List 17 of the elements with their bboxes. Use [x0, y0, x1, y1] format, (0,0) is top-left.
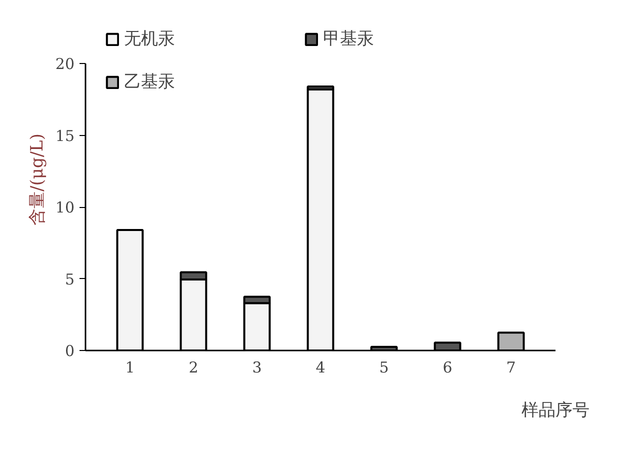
y-tick-label: 15 — [55, 126, 75, 145]
x-axis-title: 样品序号 — [522, 400, 590, 420]
x-tick-label: 7 — [506, 358, 516, 376]
x-tick-label: 5 — [379, 358, 389, 376]
y-tick-label: 10 — [55, 198, 75, 216]
legend-label: 无机汞 — [124, 28, 176, 50]
x-tick-label: 3 — [252, 358, 262, 376]
y-tick-label: 5 — [64, 270, 75, 288]
legend-label: 甲基汞 — [323, 28, 375, 50]
y-axis-title: 含量/(μg/L) — [27, 134, 48, 226]
x-tick-label: 1 — [125, 358, 135, 376]
y-tick-label: 20 — [55, 55, 75, 73]
x-tick-label: 6 — [442, 358, 452, 376]
x-tick-label: 4 — [316, 358, 326, 376]
legend-label: 乙基汞 — [124, 71, 176, 93]
y-tick-label: 0 — [64, 342, 75, 360]
x-tick-label: 2 — [188, 358, 198, 376]
